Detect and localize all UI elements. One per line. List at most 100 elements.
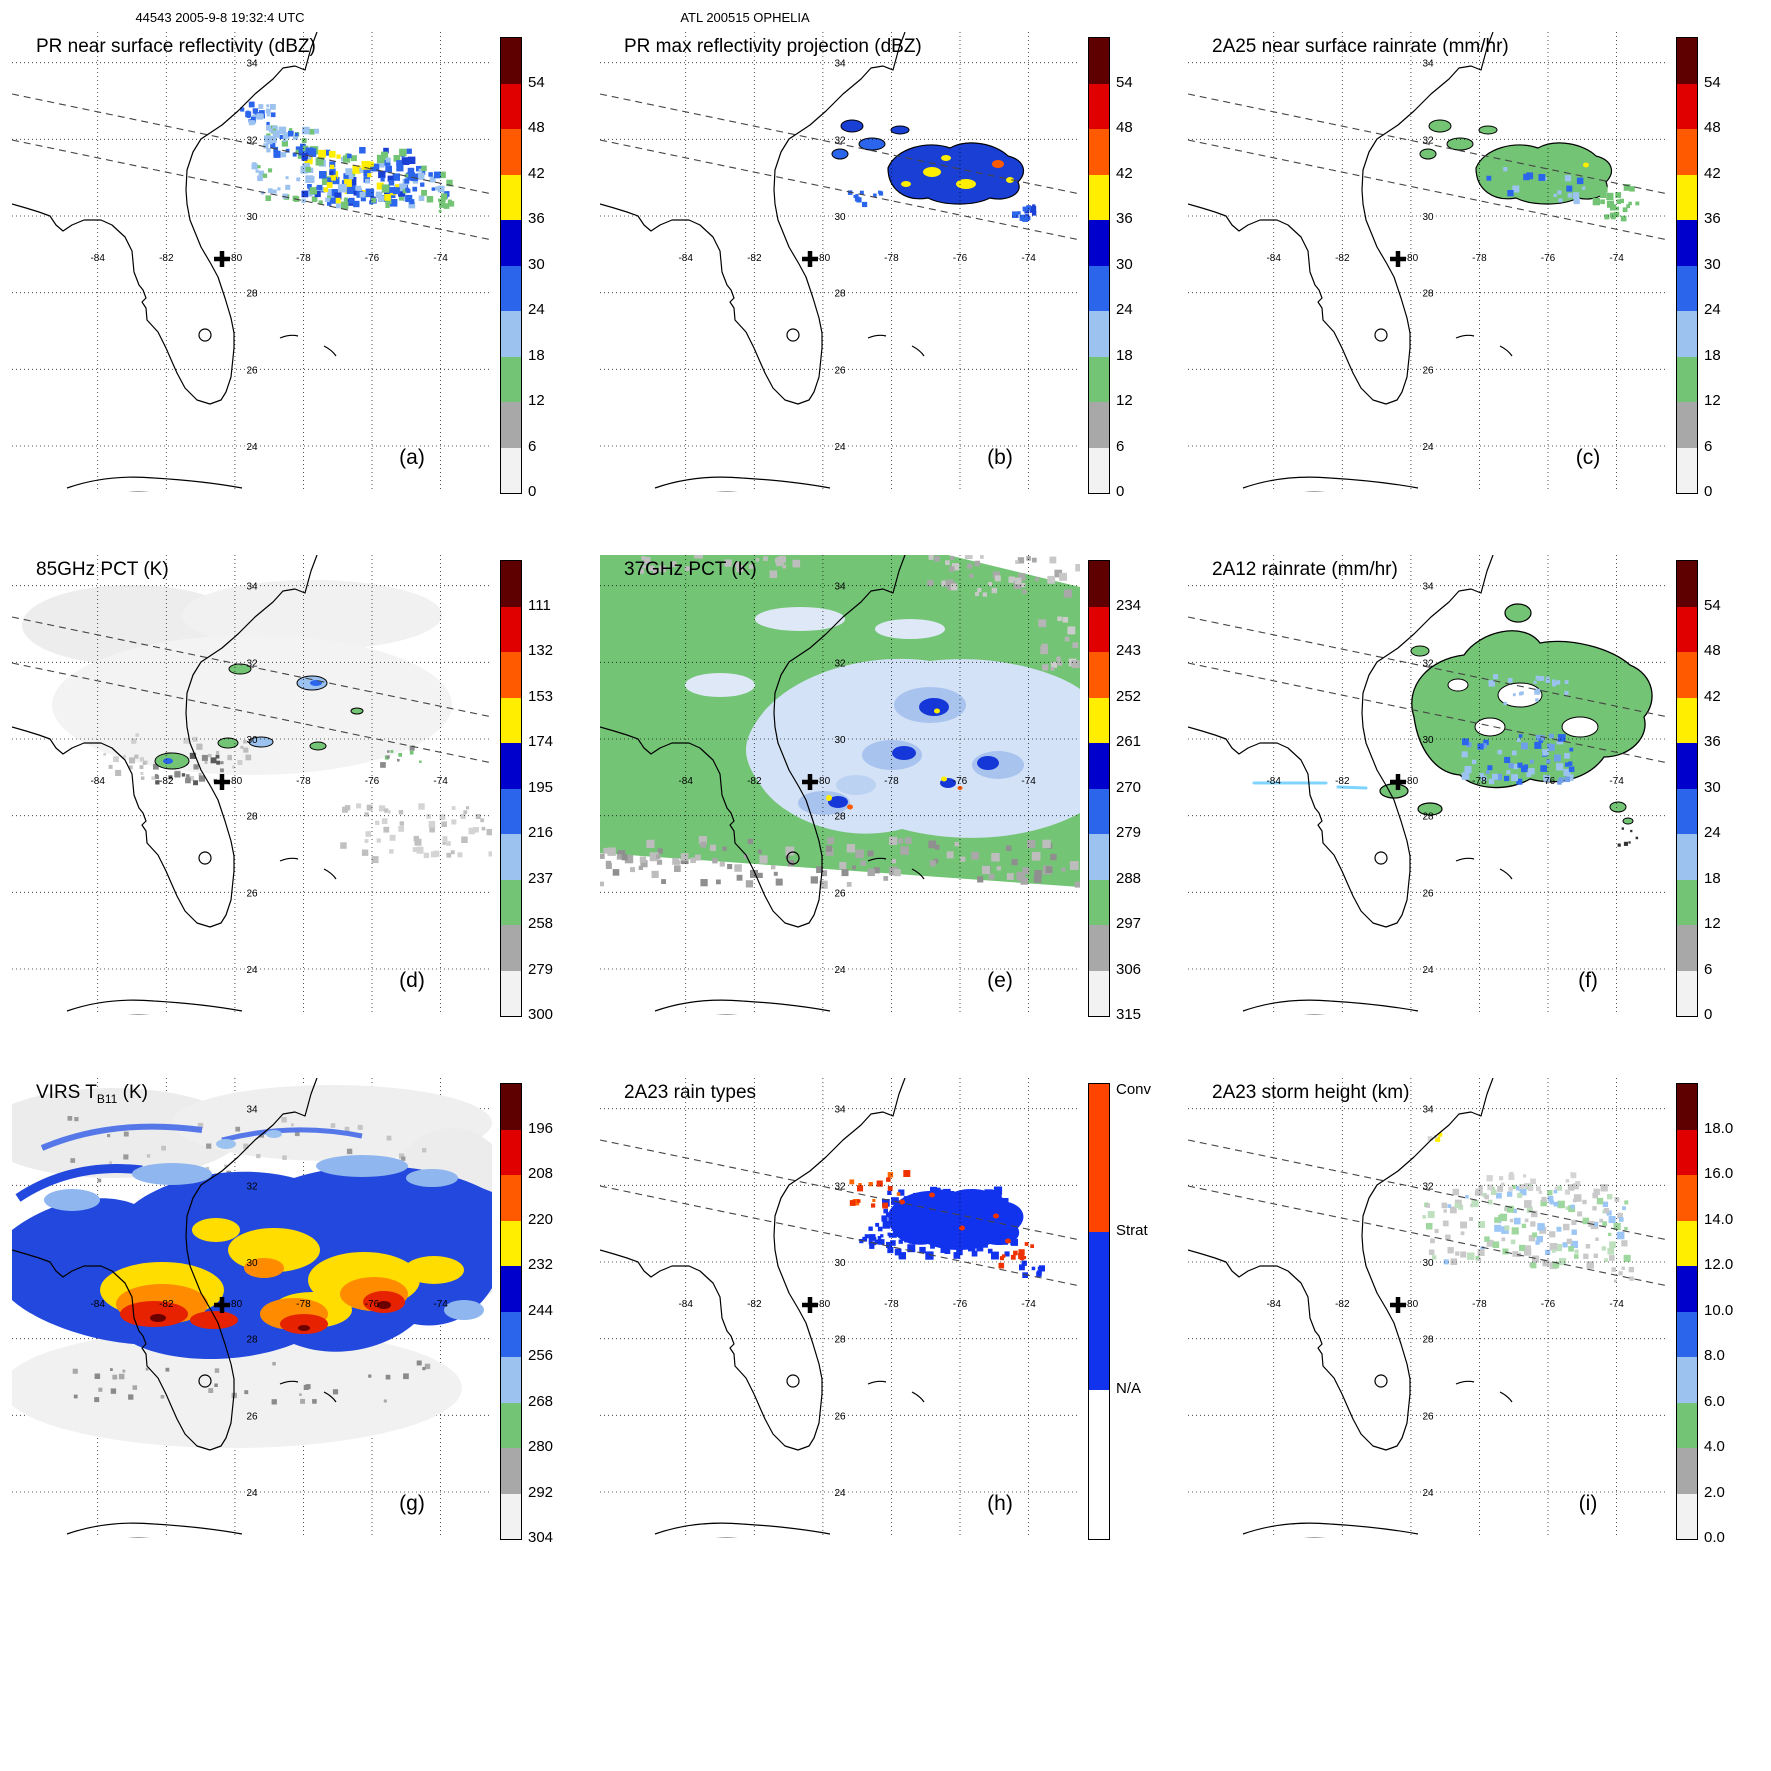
panel-title-f: 2A12 rainrate (mm/hr) <box>1212 559 1398 581</box>
colorbar-tick-label: 18 <box>1704 869 1721 887</box>
colorbar-tick-label: 30 <box>1704 255 1721 273</box>
panel-a: -84 -82 -80 -78 -76 -74 34 32 30 28 26 24 (a) PR near… <box>12 32 600 555</box>
lake-okeechobee <box>198 1374 212 1388</box>
lat-label: 28 <box>246 812 258 823</box>
colorbar-tick-label: 304 <box>528 1529 554 1546</box>
coastline-layer <box>12 555 337 1015</box>
coastline <box>600 32 906 405</box>
lat-label: 30 <box>246 1258 258 1269</box>
coastline <box>600 555 906 928</box>
colorbar-tick-label: 12 <box>1704 915 1721 932</box>
panel-title-subscript: B11 <box>96 1091 118 1106</box>
map-g: -84 -82 -80 -78 -76 -74 34 32 30 28 26 24 (g) <box>12 1078 492 1538</box>
colorbar-tick-label: 0 <box>1704 1006 1713 1023</box>
colorbar-tick-label: 48 <box>1704 642 1721 659</box>
storm-center-cross <box>802 774 818 790</box>
colorbar-tick-label: 6 <box>1704 960 1713 978</box>
colorbar-tick-label: 36 <box>1704 210 1721 227</box>
lake-okeechobee <box>786 851 800 865</box>
geo-labels: -84 -82 -80 -78 -76 -74 34 32 30 28 26 24 <box>90 59 448 453</box>
panel-title-i: 2A23 storm height (km) <box>1212 1082 1409 1104</box>
lat-label: 30 <box>834 735 846 746</box>
colorbar-segment <box>501 402 521 448</box>
lon-label: -74 <box>433 776 448 787</box>
colorbar-tick-label: 12 <box>1116 392 1133 409</box>
colorbar-segment <box>1089 356 1109 402</box>
colorbar-segment <box>501 1448 521 1494</box>
grid-layer <box>1188 32 1668 492</box>
colorbar-tick-label: 48 <box>1704 119 1721 136</box>
colorbar-segment <box>1089 402 1109 448</box>
colorbar-tick-label: 30 <box>1704 778 1721 796</box>
lat-label: 30 <box>246 735 258 746</box>
lon-label: -84 <box>1266 776 1281 787</box>
coastline <box>12 555 318 928</box>
colorbar-tick-label: 279 <box>528 960 554 978</box>
lon-label: -76 <box>953 253 968 264</box>
lon-label: -84 <box>678 1299 693 1310</box>
geo-labels: -84 -82 -80 -78 -76 -74 34 32 30 28 26 24 <box>678 1105 1036 1499</box>
colorbar-tick-label: 174 <box>528 733 554 750</box>
colorbar-segment <box>501 788 521 834</box>
colorbar-segment <box>501 561 521 607</box>
lat-label: 32 <box>246 1181 258 1192</box>
storm-center-cross <box>214 1297 230 1313</box>
colorbar-segment <box>1677 925 1697 971</box>
colorbar-tick-label: 315 <box>1116 1006 1142 1023</box>
colorbar-tick-label: 12 <box>1704 392 1721 409</box>
grid-layer <box>1188 1078 1668 1538</box>
colorbar-segment <box>501 1175 521 1221</box>
colorbar-segment <box>1089 652 1109 698</box>
colorbar-tick-label: 36 <box>1704 733 1721 750</box>
lon-label: -80 <box>228 776 243 787</box>
colorbar-tick-label: 261 <box>1116 733 1142 750</box>
colorbar-tick-label: 18 <box>528 346 545 364</box>
data-layer <box>1419 119 1640 222</box>
map-f: -84 -82 -80 -78 -76 -74 34 32 30 28 26 24 (f) <box>1188 555 1668 1015</box>
colorbar-segment <box>1089 970 1109 1016</box>
colorbar-tick-label: 24 <box>528 301 545 318</box>
data-layer <box>831 119 1037 222</box>
lon-label: -84 <box>90 253 105 264</box>
swath-edge-lines <box>12 616 492 764</box>
lon-label: -84 <box>678 253 693 264</box>
coastline <box>1188 555 1494 928</box>
colorbar-segment <box>501 1357 521 1403</box>
colorbar-segment <box>501 606 521 652</box>
colorbar-segment <box>1677 970 1697 1016</box>
colorbar-segment <box>1677 1357 1697 1403</box>
lat-label: 28 <box>834 1335 846 1346</box>
colorbar-tick-label: 24 <box>1116 301 1133 318</box>
grid-layer <box>12 32 492 492</box>
geo-labels: -84 -82 -80 -78 -76 -74 34 32 30 28 26 24 <box>90 1105 448 1499</box>
lake-okeechobee <box>1374 1374 1388 1388</box>
colorbar-segment <box>501 925 521 971</box>
colorbar-tick-label: 8.0 <box>1704 1347 1725 1364</box>
coastline-layer <box>600 32 925 492</box>
colorbar-e <box>1088 560 1110 1017</box>
panel-title-b: PR max reflectivity projection (dBZ) <box>624 36 922 58</box>
map-i: -84 -82 -80 -78 -76 -74 34 32 30 28 26 24 (i) <box>1188 1078 1668 1538</box>
lon-label: -78 <box>296 253 311 264</box>
lat-label: 28 <box>1422 289 1434 300</box>
lon-label: -78 <box>1472 253 1487 264</box>
colorbar-segment <box>1677 606 1697 652</box>
storm-center-cross <box>214 774 230 790</box>
lon-label: -80 <box>1404 253 1419 264</box>
colorbar-segment <box>1677 129 1697 175</box>
colorbar-segment <box>1677 220 1697 266</box>
colorbar-segment <box>1677 1311 1697 1357</box>
colorbar-tick-label: 42 <box>1116 164 1133 182</box>
colorbar-segment <box>1089 447 1109 493</box>
colorbar-tick-label: 153 <box>528 687 554 705</box>
lat-label: 34 <box>834 59 846 70</box>
storm-center-cross <box>802 251 818 267</box>
geo-labels: -84 -82 -80 -78 -76 -74 34 32 30 28 26 24 <box>1266 59 1624 453</box>
colorbar-tick-label: 252 <box>1116 687 1142 705</box>
colorbar-tick-label: 16.0 <box>1704 1165 1734 1182</box>
colorbar-tick-label: 0 <box>528 483 537 500</box>
data-layer <box>600 555 1080 889</box>
colorbar-tick-label: 42 <box>1704 687 1721 705</box>
lon-label: -76 <box>365 1299 380 1310</box>
panel-letter: (d) <box>399 969 425 992</box>
